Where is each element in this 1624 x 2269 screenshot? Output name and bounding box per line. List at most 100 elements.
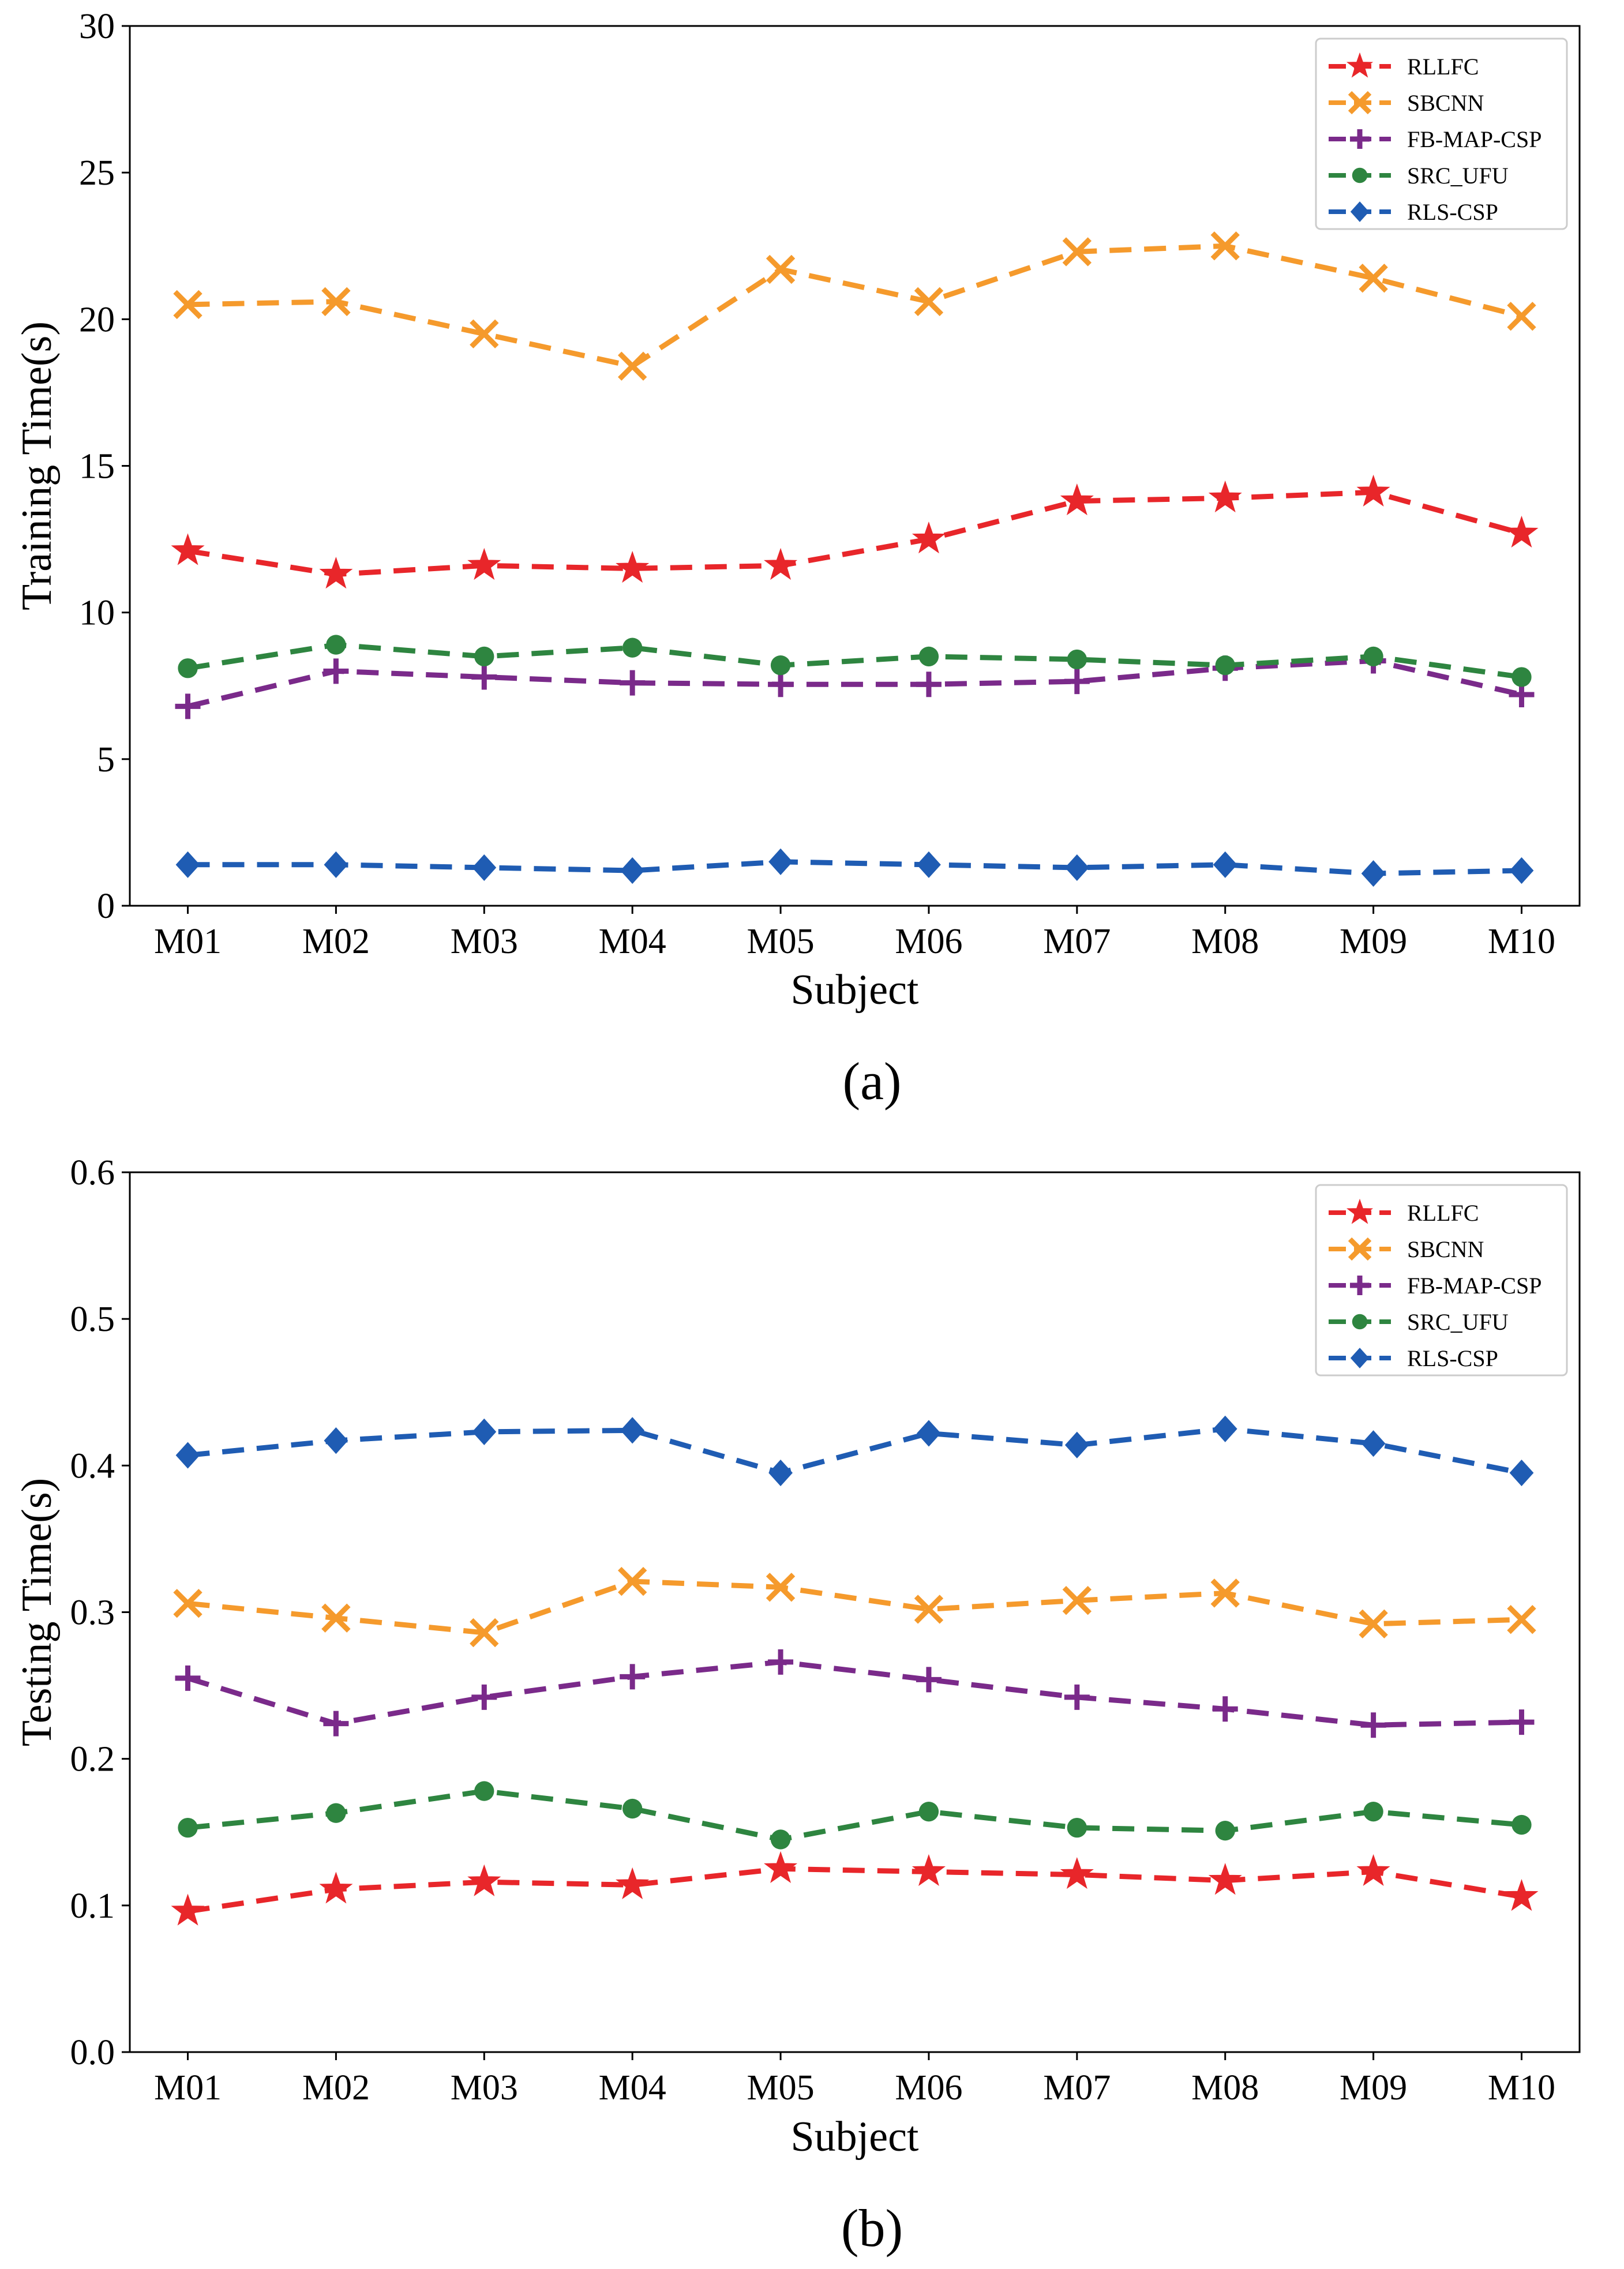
data-point — [620, 1664, 646, 1690]
data-point — [620, 1417, 645, 1444]
x-tick-label: M09 — [1340, 2068, 1407, 2107]
x-axis-title: Subject — [791, 966, 919, 1014]
data-point — [766, 254, 796, 284]
y-tick-label: 0.3 — [70, 1593, 115, 1633]
data-point — [1509, 1459, 1534, 1487]
x-tick-label: M08 — [1191, 922, 1259, 961]
x-tick-label: M02 — [302, 2068, 370, 2107]
y-tick-label: 0.1 — [70, 1887, 115, 1926]
panel-caption: (b) — [841, 2199, 903, 2257]
data-point — [768, 672, 794, 697]
legend-box — [1315, 37, 1568, 230]
data-point — [1215, 1821, 1235, 1841]
x-axis-title: Subject — [791, 2113, 919, 2161]
data-point — [768, 848, 793, 875]
series-line — [187, 642, 1522, 680]
series-rls-csp — [175, 848, 1534, 887]
legend-entry: RLLFC — [1329, 52, 1479, 80]
y-tick-label: 25 — [79, 153, 115, 193]
legend-entry: FB-MAP-CSP — [1329, 1273, 1542, 1299]
legend-entry: RLLFC — [1329, 1198, 1479, 1226]
panel-caption: (a) — [842, 1052, 901, 1111]
data-point — [467, 1864, 501, 1896]
y-tick-label: 0.0 — [70, 2033, 115, 2072]
x-tick-label: M07 — [1043, 2068, 1111, 2107]
series-line — [187, 1866, 1522, 1914]
data-point — [616, 1867, 650, 1899]
series-rllfc — [171, 1851, 1539, 1926]
legend-label: FB-MAP-CSP — [1407, 1273, 1542, 1299]
data-point — [1064, 1431, 1089, 1458]
legend-entry: RLS-CSP — [1329, 1345, 1498, 1371]
data-point — [1356, 1854, 1390, 1887]
y-tick-label: 0.4 — [70, 1446, 115, 1486]
y-tick-label: 0.6 — [70, 1153, 115, 1192]
data-point — [918, 646, 939, 667]
data-point — [324, 851, 348, 878]
data-point — [766, 1573, 796, 1602]
data-point — [917, 1420, 941, 1447]
y-tick-label: 5 — [97, 740, 115, 779]
series-line — [187, 243, 1522, 369]
data-point — [770, 1829, 791, 1850]
data-point — [1213, 851, 1237, 878]
data-point — [1512, 667, 1532, 687]
x-tick-label: M09 — [1340, 922, 1407, 961]
data-point — [323, 658, 349, 684]
series-line — [187, 658, 1522, 709]
x-tick-label: M05 — [747, 2068, 814, 2107]
data-point — [622, 637, 643, 658]
legend-marker — [1352, 167, 1368, 183]
series-fb-map-csp — [175, 1649, 1535, 1738]
legend-entry: SRC_UFU — [1329, 163, 1509, 189]
data-point — [616, 550, 650, 583]
data-point — [917, 851, 941, 878]
y-axis-title: Testing Time(s) — [13, 1478, 61, 1747]
y-tick-label: 20 — [79, 300, 115, 339]
data-point — [916, 1667, 942, 1693]
series-sbcnn — [173, 231, 1536, 381]
data-point — [1064, 669, 1090, 695]
data-point — [1213, 1415, 1237, 1442]
x-tick-label: M03 — [451, 922, 518, 961]
data-point — [768, 1649, 794, 1675]
x-tick-label: M03 — [451, 2068, 518, 2107]
legend-marker — [1350, 1276, 1370, 1295]
legend: RLLFC SBCNN FB-MAP-CSP SRC_UFU RLS-CSP — [1315, 37, 1568, 230]
data-point — [173, 1589, 202, 1618]
x-tick-label: M10 — [1488, 922, 1555, 961]
data-point — [622, 1798, 643, 1819]
series-rls-csp — [175, 1415, 1534, 1487]
data-point — [1507, 1605, 1536, 1634]
data-point — [474, 646, 494, 667]
x-tick-label: M02 — [302, 922, 370, 961]
x-tick-label: M07 — [1043, 922, 1111, 961]
data-point — [1067, 1817, 1087, 1838]
data-point — [1356, 474, 1390, 507]
data-point — [171, 1893, 205, 1926]
data-point — [326, 635, 346, 655]
x-tick-label: M05 — [747, 922, 814, 961]
data-point — [175, 1665, 201, 1691]
series-line — [187, 1426, 1522, 1476]
y-axis-title: Training Time(s) — [13, 321, 61, 610]
legend-marker — [1346, 1198, 1374, 1224]
data-point — [1212, 1696, 1238, 1722]
data-point — [912, 1854, 946, 1887]
data-point — [321, 1603, 351, 1633]
x-tick-label: M01 — [154, 922, 222, 961]
legend-marker — [1350, 201, 1370, 222]
data-point — [1505, 1879, 1539, 1911]
data-point — [323, 1711, 349, 1737]
data-point — [1359, 263, 1388, 293]
data-point — [770, 655, 791, 676]
legend-label: SBCNN — [1407, 1236, 1484, 1262]
legend-marker — [1350, 129, 1370, 149]
x-tick-label: M08 — [1191, 2068, 1259, 2107]
series-src-ufu — [178, 1781, 1532, 1850]
data-point — [1060, 1857, 1094, 1889]
data-point — [1064, 854, 1089, 882]
x-tick-label: M06 — [895, 2068, 962, 2107]
